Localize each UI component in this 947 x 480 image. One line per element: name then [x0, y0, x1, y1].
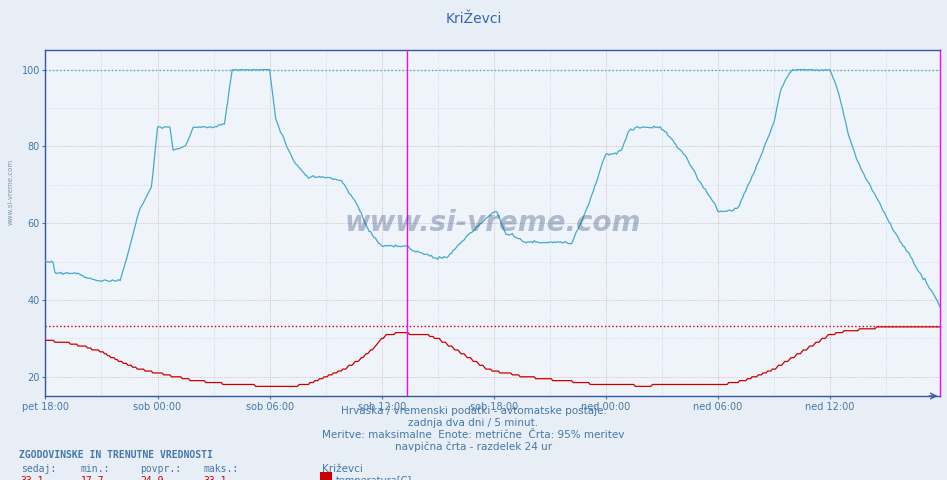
Text: 33,1: 33,1	[204, 476, 227, 480]
Text: sedaj:: sedaj:	[21, 464, 56, 474]
Text: 17,7: 17,7	[80, 476, 104, 480]
Text: navpična črta - razdelek 24 ur: navpična črta - razdelek 24 ur	[395, 442, 552, 452]
Text: Križevci: Križevci	[322, 464, 363, 474]
Text: 24,9: 24,9	[140, 476, 164, 480]
Text: KriŽevci: KriŽevci	[445, 12, 502, 26]
Text: ZGODOVINSKE IN TRENUTNE VREDNOSTI: ZGODOVINSKE IN TRENUTNE VREDNOSTI	[19, 450, 213, 460]
Text: Hrvaška / vremenski podatki - avtomatske postaje.: Hrvaška / vremenski podatki - avtomatske…	[341, 406, 606, 416]
Text: Meritve: maksimalne  Enote: metrične  Črta: 95% meritev: Meritve: maksimalne Enote: metrične Črta…	[322, 430, 625, 440]
Text: min.:: min.:	[80, 464, 110, 474]
Text: povpr.:: povpr.:	[140, 464, 181, 474]
Text: www.si-vreme.com: www.si-vreme.com	[8, 159, 13, 225]
Text: zadnja dva dni / 5 minut.: zadnja dva dni / 5 minut.	[408, 418, 539, 428]
Text: www.si-vreme.com: www.si-vreme.com	[345, 209, 641, 237]
Text: 33,1: 33,1	[21, 476, 45, 480]
Text: maks.:: maks.:	[204, 464, 239, 474]
Text: temperatura[C]: temperatura[C]	[336, 476, 413, 480]
